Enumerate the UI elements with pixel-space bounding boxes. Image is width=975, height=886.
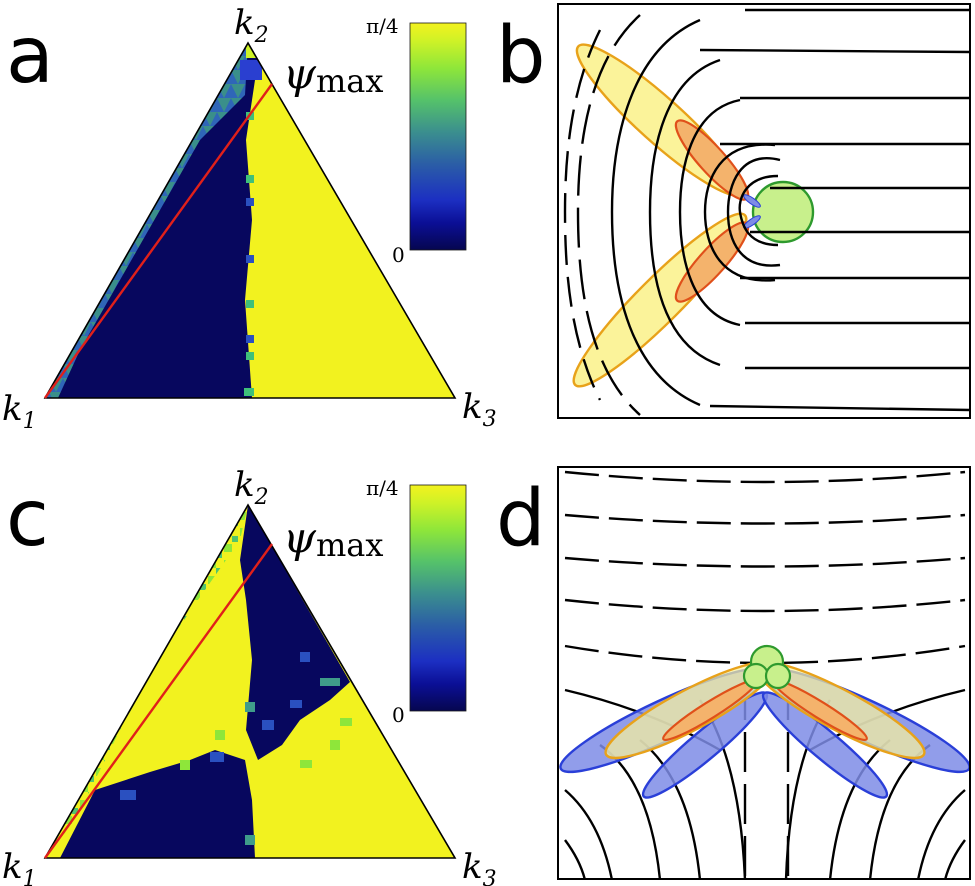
vertex-label-k2-a: k2	[234, 3, 269, 48]
lobe-green-b	[751, 180, 815, 244]
panel-b: b	[496, 3, 971, 419]
triangle-outline-a	[43, 41, 457, 399]
director-field-b	[563, 8, 970, 416]
colorbar-label-c: ψmax	[283, 513, 383, 564]
frame-b	[557, 3, 971, 419]
colorbar-min-tick-c: 0	[392, 703, 405, 727]
director-lines-b	[563, 8, 970, 416]
colorbar-min-tick-a: 0	[392, 243, 405, 267]
panel-c: c	[2, 465, 497, 886]
colorbar-max-tick-a: π/4	[366, 14, 399, 38]
panel-a: a k2 k1 k3	[2, 3, 497, 434]
lobe-yellow-b	[572, 43, 748, 388]
colorbar-a	[409, 22, 467, 251]
director-field-d	[559, 470, 970, 879]
vertex-label-k1-a: k1	[2, 389, 37, 434]
vertex-label-k1-c: k1	[2, 847, 37, 886]
phase-heatmap-c	[45, 505, 455, 858]
vertex-label-k2-c: k2	[234, 465, 269, 510]
vertex-label-k3-c: k3	[462, 847, 497, 886]
frame-d	[557, 466, 971, 880]
colorbar-label-a: ψmax	[283, 49, 383, 100]
panel-d: d	[496, 466, 971, 880]
colorbar-c	[409, 484, 467, 712]
triangle-outline-c	[43, 503, 457, 859]
panel-letter-c: c	[6, 474, 49, 564]
panel-letter-b: b	[496, 11, 546, 101]
colorbar-max-tick-c: π/4	[366, 476, 399, 500]
lobe-green-d	[742, 644, 792, 690]
panel-letter-d: d	[496, 474, 546, 564]
vertex-label-k3-a: k3	[462, 387, 497, 432]
red-line-c	[44, 543, 273, 859]
red-line-a	[44, 83, 273, 399]
panel-letter-a: a	[6, 11, 54, 101]
phase-heatmap-a	[45, 43, 455, 398]
